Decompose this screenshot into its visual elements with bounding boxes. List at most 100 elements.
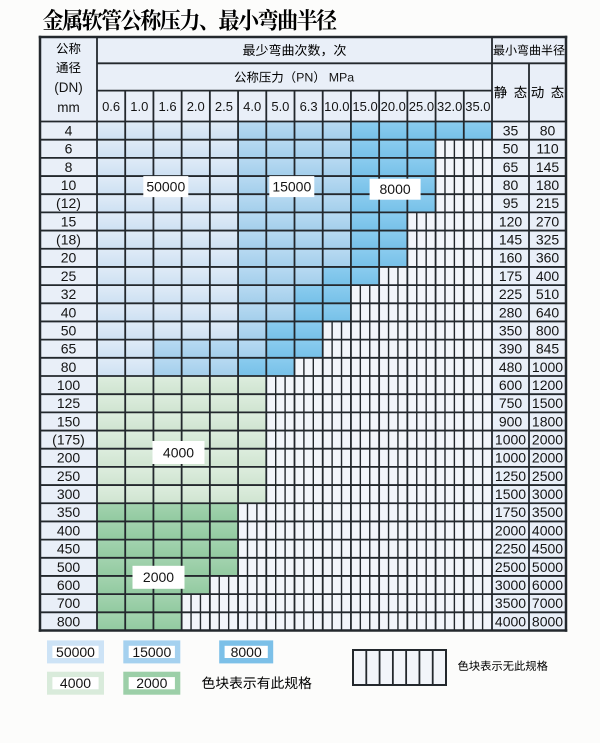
svg-text:200: 200 [57, 450, 81, 466]
svg-text:800: 800 [536, 322, 560, 338]
svg-text:15000: 15000 [132, 644, 171, 660]
svg-text:50: 50 [503, 141, 519, 157]
svg-text:175: 175 [499, 268, 523, 284]
svg-text:640: 640 [536, 304, 560, 320]
svg-text:350: 350 [499, 322, 523, 338]
svg-text:20: 20 [61, 250, 77, 266]
svg-text:600: 600 [57, 577, 81, 593]
svg-text:2.0: 2.0 [187, 99, 205, 114]
svg-text:480: 480 [499, 359, 523, 375]
svg-text:125: 125 [57, 395, 81, 411]
svg-text:3000: 3000 [532, 486, 563, 502]
svg-text:360: 360 [536, 250, 560, 266]
svg-text:2000: 2000 [532, 450, 563, 466]
svg-text:450: 450 [57, 541, 81, 557]
svg-text:6000: 6000 [532, 577, 563, 593]
svg-text:(175): (175) [52, 432, 85, 448]
svg-text:700: 700 [57, 595, 81, 611]
svg-text:1000: 1000 [495, 432, 526, 448]
svg-text:8000: 8000 [380, 181, 411, 197]
svg-text:20.0: 20.0 [381, 99, 406, 114]
svg-text:180: 180 [536, 177, 560, 193]
svg-text:(DN): (DN) [54, 80, 83, 95]
svg-text:390: 390 [499, 341, 523, 357]
svg-text:mm: mm [57, 100, 80, 115]
svg-text:4000: 4000 [60, 675, 91, 691]
svg-text:1000: 1000 [532, 359, 563, 375]
svg-text:25.0: 25.0 [409, 99, 434, 114]
svg-text:3000: 3000 [495, 577, 526, 593]
svg-text:4000: 4000 [163, 444, 194, 460]
svg-text:5.0: 5.0 [271, 99, 289, 114]
svg-text:1200: 1200 [532, 377, 563, 393]
svg-text:510: 510 [536, 286, 560, 302]
svg-text:280: 280 [499, 304, 523, 320]
svg-text:15: 15 [61, 213, 77, 229]
svg-text:1.6: 1.6 [159, 99, 177, 114]
svg-text:1.0: 1.0 [130, 99, 148, 114]
svg-text:270: 270 [536, 213, 560, 229]
svg-text:3500: 3500 [532, 504, 563, 520]
svg-text:4500: 4500 [532, 541, 563, 557]
svg-text:100: 100 [57, 377, 81, 393]
svg-text:35.0: 35.0 [465, 99, 490, 114]
svg-text:15000: 15000 [272, 179, 311, 195]
svg-text:2500: 2500 [495, 559, 526, 575]
svg-text:32: 32 [61, 286, 77, 302]
svg-text:(18): (18) [56, 232, 81, 248]
svg-text:145: 145 [536, 159, 560, 175]
svg-text:65: 65 [503, 159, 519, 175]
svg-text:40: 40 [61, 304, 77, 320]
svg-text:1800: 1800 [532, 413, 563, 429]
svg-text:10: 10 [61, 177, 77, 193]
svg-text:2000: 2000 [532, 432, 563, 448]
svg-text:600: 600 [499, 377, 523, 393]
svg-text:350: 350 [57, 504, 81, 520]
svg-text:50000: 50000 [146, 179, 185, 195]
svg-text:250: 250 [57, 468, 81, 484]
svg-text:6: 6 [65, 141, 73, 157]
svg-text:4000: 4000 [532, 522, 563, 538]
svg-text:95: 95 [503, 195, 519, 211]
svg-text:8000: 8000 [231, 644, 262, 660]
svg-text:6.3: 6.3 [300, 99, 318, 114]
svg-text:80: 80 [540, 122, 556, 138]
svg-text:80: 80 [503, 177, 519, 193]
svg-text:8000: 8000 [532, 613, 563, 629]
svg-text:1750: 1750 [495, 504, 526, 520]
svg-text:1500: 1500 [495, 486, 526, 502]
svg-text:1000: 1000 [495, 450, 526, 466]
svg-text:50000: 50000 [56, 644, 95, 660]
svg-text:3500: 3500 [495, 595, 526, 611]
svg-text:1250: 1250 [495, 468, 526, 484]
svg-text:400: 400 [57, 522, 81, 538]
svg-text:145: 145 [499, 232, 523, 248]
svg-text:8: 8 [65, 159, 73, 175]
svg-text:32.0: 32.0 [437, 99, 462, 114]
svg-text:1500: 1500 [532, 395, 563, 411]
svg-text:5000: 5000 [532, 559, 563, 575]
svg-text:150: 150 [57, 413, 81, 429]
svg-text:50: 50 [61, 322, 77, 338]
svg-text:7000: 7000 [532, 595, 563, 611]
svg-text:160: 160 [499, 250, 523, 266]
svg-text:800: 800 [57, 613, 81, 629]
svg-text:215: 215 [536, 195, 560, 211]
svg-text:10.0: 10.0 [324, 99, 349, 114]
svg-text:325: 325 [536, 232, 560, 248]
svg-text:PN: PN [296, 71, 313, 85]
svg-text:MPa: MPa [329, 71, 355, 85]
svg-text:2000: 2000 [143, 569, 174, 585]
svg-text:65: 65 [61, 341, 77, 357]
svg-text:2000: 2000 [495, 522, 526, 538]
svg-text:225: 225 [499, 286, 523, 302]
svg-text:750: 750 [499, 395, 523, 411]
svg-text:845: 845 [536, 341, 560, 357]
svg-text:(12): (12) [56, 195, 81, 211]
svg-text:2500: 2500 [532, 468, 563, 484]
svg-text:15.0: 15.0 [352, 99, 377, 114]
svg-text:25: 25 [61, 268, 77, 284]
svg-text:4000: 4000 [495, 613, 526, 629]
svg-text:300: 300 [57, 486, 81, 502]
svg-text:900: 900 [499, 413, 523, 429]
